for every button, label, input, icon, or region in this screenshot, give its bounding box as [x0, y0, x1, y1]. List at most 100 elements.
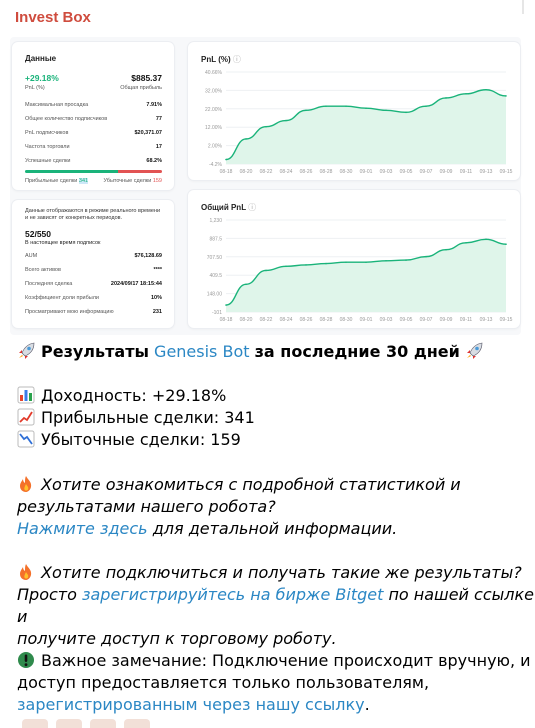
- info-icon: ⓘ: [232, 55, 241, 64]
- stat-row: PnL подписчиков $20,371.07: [25, 130, 162, 136]
- info-row: Всего активов ****: [25, 267, 162, 273]
- loss-trades-label: Убыточные сделки: [103, 178, 152, 184]
- x-tick-label: 08-22: [260, 169, 273, 175]
- x-tick-label: 09-05: [400, 169, 413, 175]
- win-loss-labels: Прибыльные сделки 341 Убыточные сделки 1…: [25, 178, 162, 184]
- data-point: [365, 261, 367, 263]
- x-tick-label: 09-13: [480, 317, 493, 323]
- data-point: [245, 138, 247, 140]
- data-point: [345, 105, 347, 107]
- series-area: [226, 89, 506, 164]
- data-point: [445, 97, 447, 99]
- para1-line1: Хотите ознакомиться с подробной статисти…: [17, 474, 461, 496]
- total-pnl-chart-title-text: Общий PnL: [201, 203, 246, 212]
- profit-line: Прибыльные сделки: 341: [17, 407, 255, 429]
- sender-name[interactable]: Invest Box: [15, 9, 91, 26]
- total-profit-label: Общая прибыль: [120, 85, 162, 91]
- data-point: [325, 262, 327, 265]
- para3-line2: доступ предоставляется только пользовате…: [17, 673, 430, 692]
- info-value: 2024/09/17 18:15:44: [110, 281, 162, 287]
- screenshot-image[interactable]: Данные +29.18% PnL (%) $885.37 Общая при…: [10, 37, 521, 335]
- data-point: [465, 93, 467, 95]
- reaction-button[interactable]: [124, 719, 150, 728]
- details-link[interactable]: Нажмите здесь: [17, 519, 148, 538]
- info-card: Данные отображаются в режиме реального в…: [12, 200, 174, 328]
- reaction-bar: [22, 719, 150, 728]
- para2-line1: Хотите подключиться и получать такие же …: [17, 562, 535, 584]
- x-tick-label: 08-28: [320, 317, 333, 323]
- x-tick-label: 08-30: [340, 169, 353, 175]
- x-tick-label: 08-18: [220, 317, 233, 323]
- data-point: [265, 125, 267, 128]
- yield-line: Доходность: +29.18%: [17, 385, 226, 407]
- x-tick-label: 08-24: [280, 169, 293, 175]
- info-row: Просматривают мою информацию 231: [25, 309, 162, 315]
- x-tick-label: 09-03: [380, 169, 393, 175]
- register-link[interactable]: зарегистрированным через нашу ссылку: [17, 695, 365, 714]
- chart-decreasing-icon: [17, 430, 37, 448]
- stat-label: Частота торговли: [25, 144, 70, 150]
- y-tick-label: -101: [212, 310, 222, 316]
- x-tick-label: 08-20: [240, 169, 253, 175]
- data-point: [345, 261, 347, 263]
- data-point: [405, 111, 407, 114]
- x-tick-label: 09-03: [380, 317, 393, 323]
- y-tick-label: 1,230: [209, 218, 222, 224]
- paragraph-connect: Хотите подключиться и получать такие же …: [17, 562, 535, 650]
- stat-row: Частота торговли 17: [25, 144, 162, 150]
- heading-bot-link[interactable]: Genesis Bot: [154, 342, 250, 361]
- data-point: [505, 95, 507, 97]
- info-row: Коэффициент доли прибыли 10%: [25, 295, 162, 301]
- y-tick-label: 40.66%: [205, 70, 223, 76]
- reaction-button[interactable]: [22, 719, 48, 728]
- scroll-edge: [522, 0, 524, 14]
- stat-value: 68.2%: [146, 158, 162, 164]
- loss-trades: Убыточные сделки 159: [103, 178, 162, 184]
- y-tick-label: 12.00%: [205, 125, 223, 131]
- para2-post: по нашей ссылке и: [17, 585, 534, 626]
- info-row: Последняя сделка 2024/09/17 18:15:44: [25, 281, 162, 287]
- bitget-register-link[interactable]: зарегистрируйтесь на бирже Bitget: [81, 585, 384, 604]
- data-point: [425, 105, 427, 107]
- data-point: [445, 248, 447, 251]
- exclamation-icon: [17, 651, 37, 669]
- stat-label: PnL подписчиков: [25, 130, 69, 136]
- para2-line2: Просто зарегистрируйтесь на бирже Bitget…: [17, 584, 535, 628]
- info-value: ****: [153, 267, 162, 273]
- para3-line3: зарегистрированным через нашу ссылку.: [17, 694, 531, 716]
- x-tick-label: 08-24: [280, 317, 293, 323]
- x-tick-label: 09-01: [360, 317, 373, 323]
- reaction-button[interactable]: [56, 719, 82, 728]
- stat-label: Общее количество подписчиков: [25, 116, 108, 122]
- loss-bar: [118, 170, 162, 173]
- pnl-chart-title-text: PnL (%): [201, 55, 231, 64]
- data-point: [485, 88, 487, 91]
- para1-text: Хотите ознакомиться с подробной статисти…: [41, 475, 461, 494]
- fire-icon: [17, 475, 37, 493]
- data-point: [365, 107, 367, 110]
- reaction-button[interactable]: [90, 719, 116, 728]
- x-tick-label: 09-09: [440, 317, 453, 323]
- pnl-chart-title: PnL (%) ⓘ: [201, 54, 241, 65]
- para3-line1: Важное замечание: Подключение происходит…: [17, 650, 531, 672]
- stat-value: $20,371.07: [134, 130, 162, 136]
- slots-value: 52/550: [25, 229, 51, 239]
- heading-post: за последние 30 дней: [254, 342, 460, 361]
- data-point: [225, 304, 227, 306]
- loss-trades-value: 159: [152, 178, 162, 184]
- total-pnl-chart-title: Общий PnL ⓘ: [201, 202, 256, 213]
- y-tick-label: -4.2%: [209, 162, 223, 168]
- realtime-note: Данные отображаются в режиме реального в…: [25, 208, 161, 221]
- fire-icon: [17, 563, 37, 581]
- win-loss-bar: [25, 170, 162, 173]
- info-label: Коэффициент доли прибыли: [25, 295, 100, 301]
- para1-line3: Нажмите здесь для детальной информации.: [17, 518, 461, 540]
- para1-line2: результатами нашего робота?: [17, 497, 276, 516]
- data-card-title: Данные: [25, 54, 57, 63]
- loss-line: Убыточные сделки: 159: [17, 429, 241, 451]
- data-point: [325, 105, 327, 107]
- data-point: [285, 119, 287, 122]
- data-point: [465, 242, 467, 244]
- rocket-icon: [465, 342, 485, 360]
